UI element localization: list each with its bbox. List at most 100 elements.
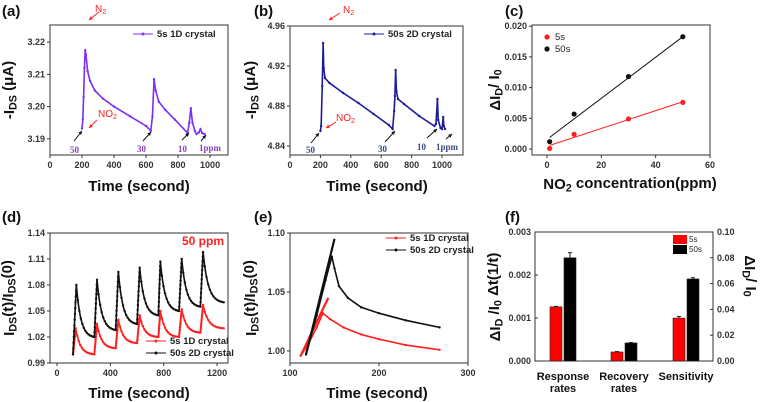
data-marker [74,295,77,298]
y-tick-label: 3.20 [27,102,45,112]
panel-letter: (d) [2,209,21,226]
data-marker [195,132,198,136]
data-marker [151,115,154,118]
data-marker [126,316,129,320]
data-marker [183,281,187,284]
data-marker [438,326,441,329]
data-marker [200,315,204,318]
data-marker [154,89,157,92]
data-marker [189,299,193,303]
data-marker [138,318,141,322]
data-marker [116,275,120,279]
data-marker [94,316,97,320]
data-marker [138,271,141,274]
data-marker [178,324,182,327]
data-marker [201,306,205,309]
data-marker [315,326,318,329]
plot-area [80,48,206,136]
x-tick-label: 800 [156,368,171,378]
arrow-head-icon [448,134,452,138]
data-marker [114,347,117,350]
data-marker [328,317,332,321]
data-marker [200,322,203,325]
plot-frame [49,24,229,156]
panel-c: (c)0 20 40 600.0000.0050.0100.0150.020ΔID/ … [486,3,717,195]
data-marker [199,127,202,131]
y-tick-label: 4.88 [267,101,285,111]
data-marker [95,327,98,331]
data-marker [404,319,407,322]
data-marker [98,303,102,306]
annotation-label: 1ppm [436,142,459,152]
annotation-label: 50 [70,145,80,155]
data-marker [178,328,181,332]
data-marker [333,267,336,270]
data-marker [157,314,160,317]
arrow-head-icon [202,135,206,139]
data-marker [205,315,208,318]
label-part: DS [249,278,261,293]
data-marker [443,127,447,131]
x-tick-label: 400 [103,368,118,378]
y-left-tick-label: 0.002 [508,270,531,280]
data-marker [93,326,96,329]
data-marker [106,324,110,328]
y-tick-label: 1.00 [267,346,285,356]
label-part: DS [250,317,262,332]
label-part: Time (second) [88,385,189,402]
data-marker [178,292,182,295]
data-marker [136,308,139,312]
data-marker [94,297,98,301]
data-marker [177,335,181,339]
legend-label: 50s 2D crystal [410,245,474,256]
label-part: D [739,270,751,278]
data-marker [201,264,204,267]
data-marker [165,297,168,300]
data-marker [372,112,375,116]
data-marker [164,108,167,112]
label-part: 30 [378,144,388,154]
data-marker [395,89,398,93]
data-marker [94,307,97,310]
data-marker [80,127,84,130]
arrow-head-icon [326,124,330,128]
data-marker [160,317,164,320]
data-marker [137,280,141,283]
data-marker [157,329,161,332]
data-marker [200,317,203,320]
data-marker [193,129,197,133]
data-marker [337,284,341,288]
data-marker [144,330,148,333]
label-part: NO [336,113,351,124]
data-marker [433,124,436,128]
data-marker [115,332,119,336]
data-marker [82,348,85,352]
data-marker [97,293,100,296]
series-line-5s-1D-crystal [300,311,440,357]
arrow-head-icon [329,16,333,20]
label-part: Time (second) [88,178,189,195]
data-marker [84,48,87,52]
y-right-tick-label: 0.02 [717,330,735,340]
label-part: 50 [70,145,80,155]
data-marker [442,115,445,119]
annotation-label: 30 [137,144,147,154]
data-marker [170,305,173,309]
data-marker [144,302,148,305]
data-marker [178,305,181,308]
data-marker [147,308,151,311]
data-marker [168,303,171,307]
data-marker [158,278,161,281]
data-marker [178,296,181,300]
data-marker [182,271,185,274]
data-marker [360,333,363,336]
data-marker [178,331,181,334]
y-right-tick-label: 0.08 [717,253,735,263]
data-marker [71,353,75,356]
data-marker [79,343,82,347]
data-marker [210,292,213,295]
data-marker [117,270,120,274]
data-marker [137,285,141,288]
data-marker [136,304,140,307]
